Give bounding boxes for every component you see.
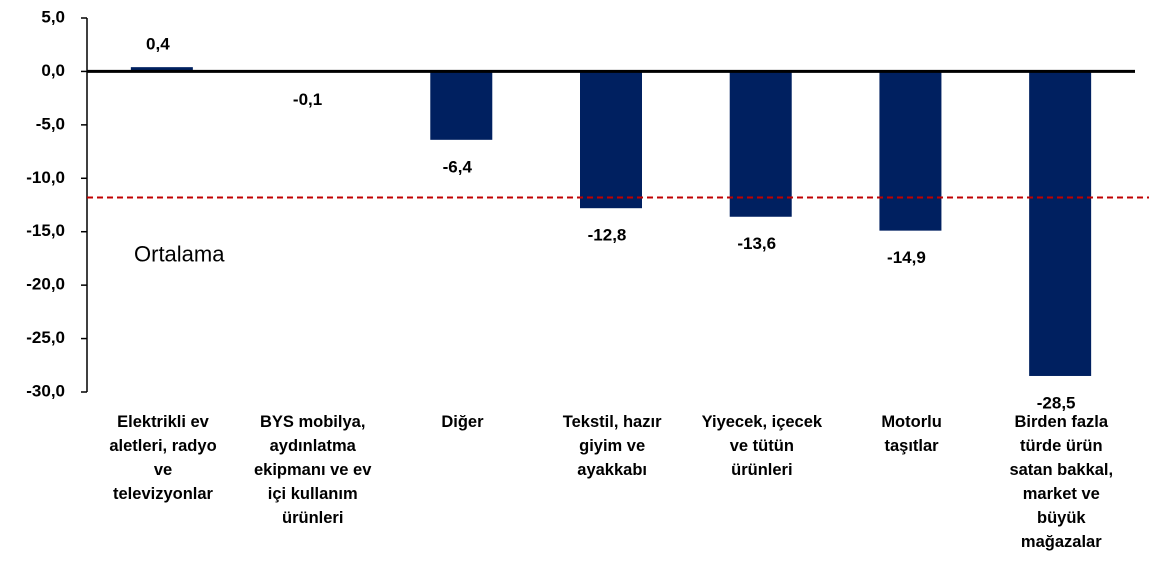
y-tick-label: 5,0 (41, 7, 65, 26)
x-tick-label: BYS mobilya, aydınlatma ekipmanı ve ev i… (254, 413, 372, 527)
bar (430, 71, 493, 140)
y-tick-label: -15,0 (26, 221, 65, 240)
value-label: -28,5 (1037, 393, 1076, 412)
y-tick-label: -30,0 (26, 381, 65, 400)
y-tick-label: -10,0 (26, 168, 65, 187)
x-tick-label: Yiyecek, içecek ve tütün ürünleri (701, 413, 823, 479)
x-tick-label: Birden fazla türde ürün satan bakkal, ma… (1009, 413, 1114, 551)
y-tick-label: 0,0 (41, 61, 65, 80)
x-tick-label: Elektrikli ev aletleri, radyo ve televiz… (109, 413, 217, 503)
value-label: -13,6 (737, 234, 776, 253)
x-tick-label: Diğer (441, 413, 484, 431)
x-tick-label: Tekstil, hazır giyim ve ayakkabı (562, 413, 662, 479)
bar (1029, 71, 1092, 376)
reference-label: Ortalama (134, 241, 225, 266)
value-label: -0,1 (293, 90, 322, 109)
value-label: 0,4 (146, 35, 170, 54)
bar (130, 67, 193, 72)
y-tick-label: -20,0 (26, 275, 65, 294)
value-label: -14,9 (887, 248, 926, 267)
bar (580, 71, 642, 209)
value-label: -6,4 (443, 157, 473, 176)
y-tick-label: -5,0 (36, 114, 65, 133)
value-label: -12,8 (588, 226, 627, 245)
bar (729, 71, 792, 217)
x-tick-label: Motorlu taşıtlar (881, 413, 942, 455)
y-tick-label: -25,0 (26, 328, 65, 347)
bar (879, 71, 942, 231)
